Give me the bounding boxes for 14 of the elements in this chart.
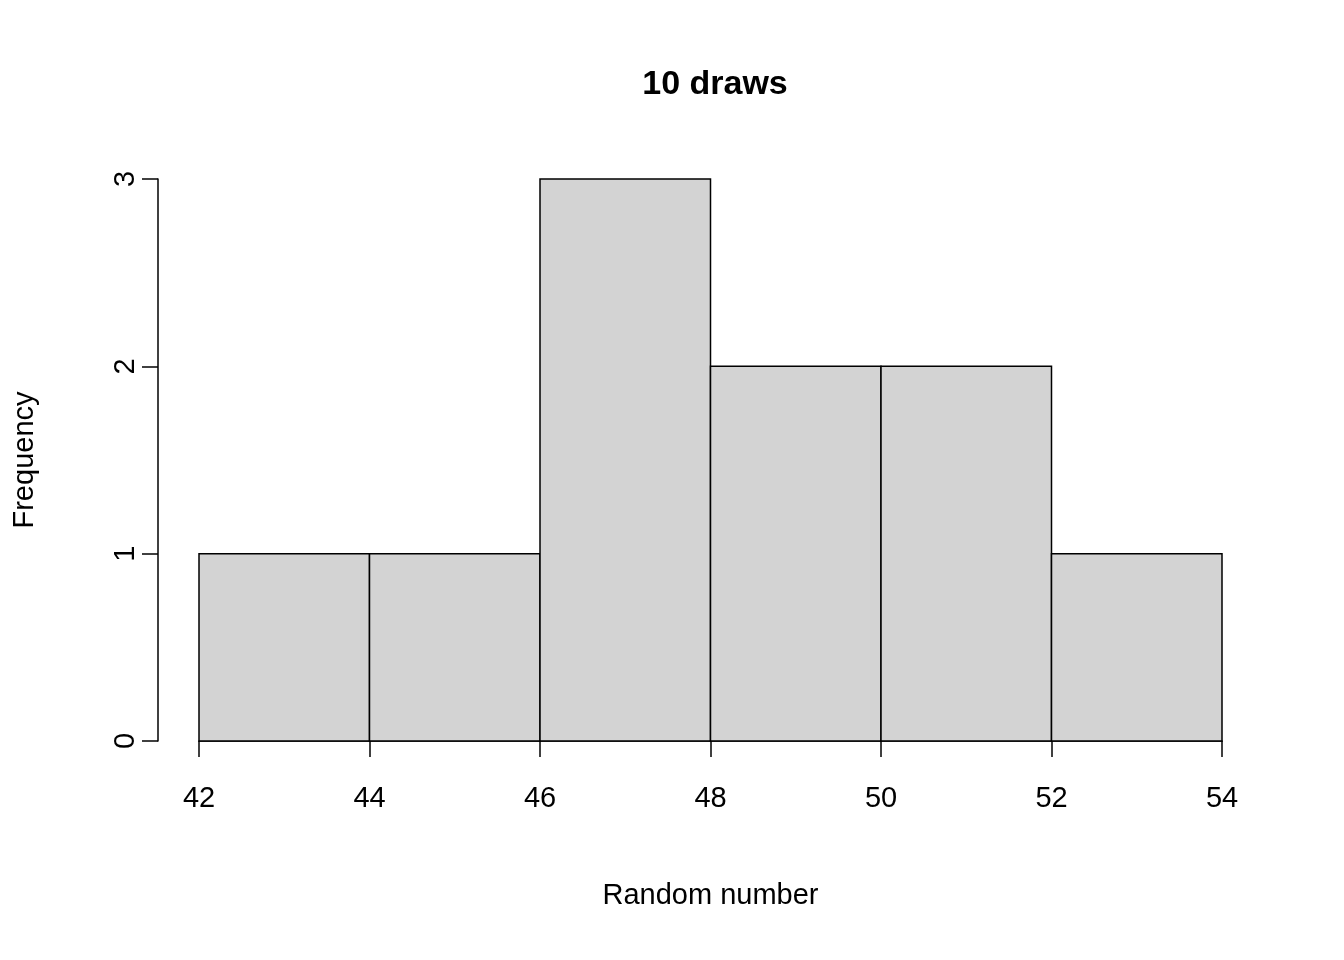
x-tick-label: 52 bbox=[1035, 780, 1068, 813]
x-tick-label: 48 bbox=[694, 780, 727, 813]
x-tick-label: 44 bbox=[353, 780, 386, 813]
x-tick-label: 54 bbox=[1205, 780, 1239, 813]
y-tick-label: 0 bbox=[107, 732, 140, 750]
x-tick-label: 42 bbox=[182, 780, 216, 813]
y-tick-label: 1 bbox=[107, 545, 140, 562]
y-tick-label: 2 bbox=[107, 358, 140, 375]
x-axis-title: Random number bbox=[602, 877, 819, 910]
y-axis-title: Frequency bbox=[6, 390, 39, 529]
y-tick-label: 3 bbox=[107, 170, 140, 188]
x-tick-label: 46 bbox=[523, 780, 557, 813]
x-tick-label: 50 bbox=[864, 780, 898, 813]
chart-title: 10 draws bbox=[642, 63, 788, 101]
